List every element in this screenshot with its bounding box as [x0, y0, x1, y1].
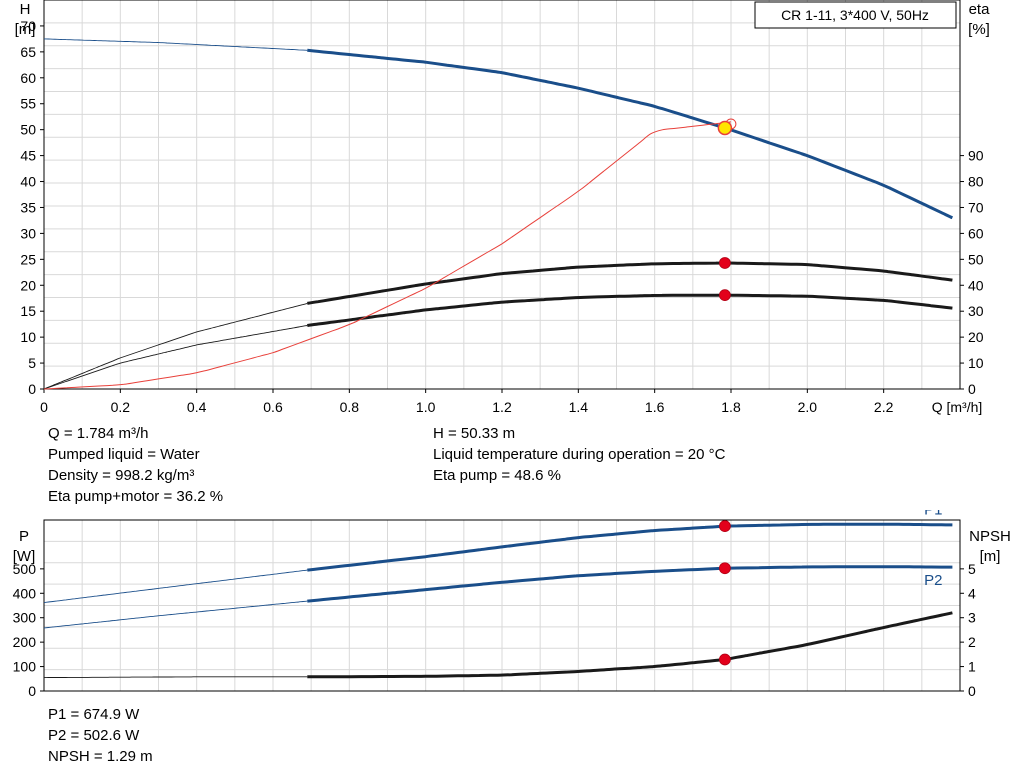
y-tick-label-left: 100: [13, 659, 37, 675]
y-tick-label-left: 10: [20, 329, 36, 345]
x-tick-label: 1.2: [492, 399, 512, 415]
y-tick-label-left: 0: [28, 381, 36, 397]
x-tick-label: 1.6: [645, 399, 665, 415]
y-tick-label-right: 20: [968, 329, 984, 345]
x-tick-label: 1.4: [569, 399, 589, 415]
y-tick-label-left: 200: [13, 634, 37, 650]
curve-p2: [307, 565, 953, 603]
y-tick-label-left: 0: [28, 683, 36, 699]
y-tick-label-right: 4: [968, 585, 976, 601]
info-pumped-liquid: Pumped liquid = Water: [48, 446, 200, 463]
info-p2: P2 = 502.6 W: [48, 727, 140, 744]
x-tick-label: 0.4: [187, 399, 207, 415]
duty-point-marker: [717, 120, 733, 136]
y-axis-label-left: H: [20, 1, 31, 18]
info-head: H = 50.33 m: [433, 425, 516, 442]
y-tick-label-left: 35: [20, 199, 36, 215]
y-axis-label-left: [m]: [15, 21, 36, 38]
info-p1: P1 = 674.9 W: [48, 706, 140, 723]
curve-p1: [307, 522, 953, 572]
y-axis-label-left: [W]: [13, 548, 36, 565]
y-tick-label-left: 5: [28, 355, 36, 371]
title-box: [754, 1, 957, 29]
y-tick-label-left: 60: [20, 70, 36, 86]
y-tick-label-right: 0: [968, 381, 976, 397]
curve-eta-pump-extrapolated: [43, 302, 308, 390]
operating-point-marker: [718, 653, 731, 666]
y-tick-label-left: 30: [20, 225, 36, 241]
x-tick-label: 2.0: [798, 399, 818, 415]
y-tick-label-right: 5: [968, 561, 976, 577]
curve-eta-pump: [307, 261, 953, 305]
y-tick-label-left: 15: [20, 303, 36, 319]
info-bottom: P1 = 674.9 W P2 = 502.6 W NPSH = 1.29 m: [48, 704, 153, 767]
x-tick-label: 0.8: [340, 399, 360, 415]
curve-head-extrapolated: [43, 38, 308, 51]
y-tick-label-right: 0: [968, 683, 976, 699]
info-eta-pump-motor: Eta pump+motor = 36.2 %: [48, 488, 224, 505]
series-label-p1: P1: [924, 510, 942, 519]
chart-title: CR 1-11, 3*400 V, 50Hz: [781, 7, 929, 23]
y-tick-label-left: 400: [13, 585, 37, 601]
performance-chart: 0 5 10 15 20 25 30 35 40 45 50 55 60 65 70 0 10 20 30 40 50 6…: [15, 0, 991, 415]
y-tick-label-left: 65: [20, 44, 36, 60]
operating-point-marker: [718, 257, 731, 269]
x-tick-label: 0.6: [263, 399, 283, 415]
x-tick-label: 0.2: [111, 399, 131, 415]
info-density: Density = 998.2 kg/m³: [48, 467, 195, 484]
x-tick-label: 1.8: [721, 399, 741, 415]
y-axis-label-right: [m]: [980, 548, 1001, 565]
curve-head: [307, 48, 954, 220]
y-tick-label-right: 10: [968, 355, 984, 371]
info-left-top: Q = 1.784 m³/h Pumped liquid = Water Den…: [48, 423, 223, 507]
y-axis-label-right: NPSH: [969, 528, 1011, 545]
x-tick-label: 0: [40, 399, 48, 415]
y-tick-label-right: 50: [968, 251, 984, 267]
y-tick-label-right: 90: [968, 148, 984, 164]
curve-npsh: [307, 611, 953, 679]
info-npsh: NPSH = 1.29 m: [48, 748, 153, 765]
y-tick-label-right: 40: [968, 277, 984, 293]
y-tick-label-left: 40: [20, 174, 36, 190]
curve-eta-pump-motor: [307, 293, 953, 327]
x-tick-label: 2.2: [874, 399, 894, 415]
curve-system-curve-extrapolated: [43, 121, 732, 390]
operating-point-marker: [718, 520, 731, 533]
y-tick-label-left: 55: [20, 96, 36, 112]
y-axis-label-right: eta: [969, 1, 991, 18]
y-tick-label-left: 20: [20, 277, 36, 293]
y-axis-label-right: [%]: [968, 21, 990, 38]
y-tick-label-right: 1: [968, 659, 976, 675]
y-axis-label-left: P: [19, 528, 29, 545]
y-tick-label-right: 80: [968, 174, 984, 190]
curve-eta-pump-motor-extrapolated: [43, 325, 308, 390]
x-tick-label: 1.0: [416, 399, 436, 415]
info-flow: Q = 1.784 m³/h: [48, 425, 149, 442]
y-tick-label-right: 30: [968, 303, 984, 319]
y-tick-label-left: 50: [20, 122, 36, 138]
info-right-top: H = 50.33 m Liquid temperature during op…: [433, 423, 725, 486]
info-eta-pump: Eta pump = 48.6 %: [433, 467, 561, 484]
curve-p2-extrapolated: [43, 600, 308, 629]
power-npsh-chart: 0 100 200 300 400 500 0 1 2 3 4 5 P [W] NPSH [m] P1 P2: [13, 510, 1011, 699]
y-tick-label-left: 70: [20, 18, 36, 34]
y-tick-label-left: 500: [13, 561, 37, 577]
operating-point-marker: [718, 562, 731, 575]
plot-frame: [43, 519, 961, 692]
info-liquid-temperature: Liquid temperature during operation = 20…: [433, 446, 726, 463]
curve-npsh-extrapolated: [43, 676, 308, 679]
y-tick-label-left: 25: [20, 251, 36, 267]
x-axis-label: Q [m³/h]: [932, 399, 983, 415]
y-tick-label-left: 45: [20, 148, 36, 164]
y-tick-label-right: 2: [968, 634, 976, 650]
operating-point-marker: [718, 289, 731, 302]
curve-p1-extrapolated: [43, 569, 308, 604]
y-tick-label-right: 3: [968, 610, 976, 626]
y-tick-label-right: 60: [968, 225, 984, 241]
y-tick-label-left: 300: [13, 610, 37, 626]
y-tick-label-right: 70: [968, 199, 984, 215]
series-label-p2: P2: [924, 572, 942, 589]
